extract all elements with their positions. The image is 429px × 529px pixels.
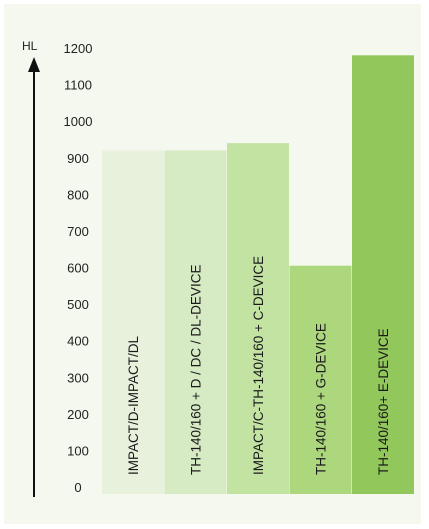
arrow-head-icon bbox=[28, 57, 40, 72]
bar-category-label: IMPACT/C-TH-140/160 + C-DEVICE bbox=[251, 256, 266, 475]
bar-category-label: IMPACT/D-IMPACT/DL bbox=[126, 336, 141, 475]
y-tick-label: 600 bbox=[67, 261, 89, 276]
y-tick-label: 100 bbox=[67, 443, 89, 458]
y-axis-label: HL bbox=[22, 39, 38, 53]
y-tick-label: 1200 bbox=[64, 41, 93, 56]
y-tick-label: 800 bbox=[67, 187, 89, 202]
y-tick-label: 0 bbox=[74, 480, 81, 495]
bar-category-label: TH-140/160 + D / DC / DL-DEVICE bbox=[189, 265, 204, 475]
bar bbox=[352, 55, 414, 495]
y-tick-label: 300 bbox=[67, 370, 89, 385]
y-tick-label: 900 bbox=[67, 151, 89, 166]
bar-labels: IMPACT/D-IMPACT/DL TH-140/160 + D / DC / … bbox=[126, 256, 391, 475]
y-tick-label: 1100 bbox=[64, 78, 92, 93]
bar bbox=[289, 265, 352, 494]
bars bbox=[102, 55, 414, 495]
y-tick-label: 400 bbox=[67, 334, 89, 349]
bar-category-label: TH-140/160+ E-DEVICE bbox=[376, 328, 391, 475]
bar bbox=[164, 150, 227, 494]
y-tick-label: 1000 bbox=[64, 114, 93, 129]
y-tick-label: 700 bbox=[67, 224, 89, 239]
bar bbox=[227, 143, 289, 494]
bar bbox=[102, 150, 164, 494]
y-tick-label: 200 bbox=[67, 407, 89, 422]
bar-category-label: TH-140/160 + G-DEVICE bbox=[314, 323, 329, 475]
y-tick-label: 500 bbox=[67, 297, 89, 312]
